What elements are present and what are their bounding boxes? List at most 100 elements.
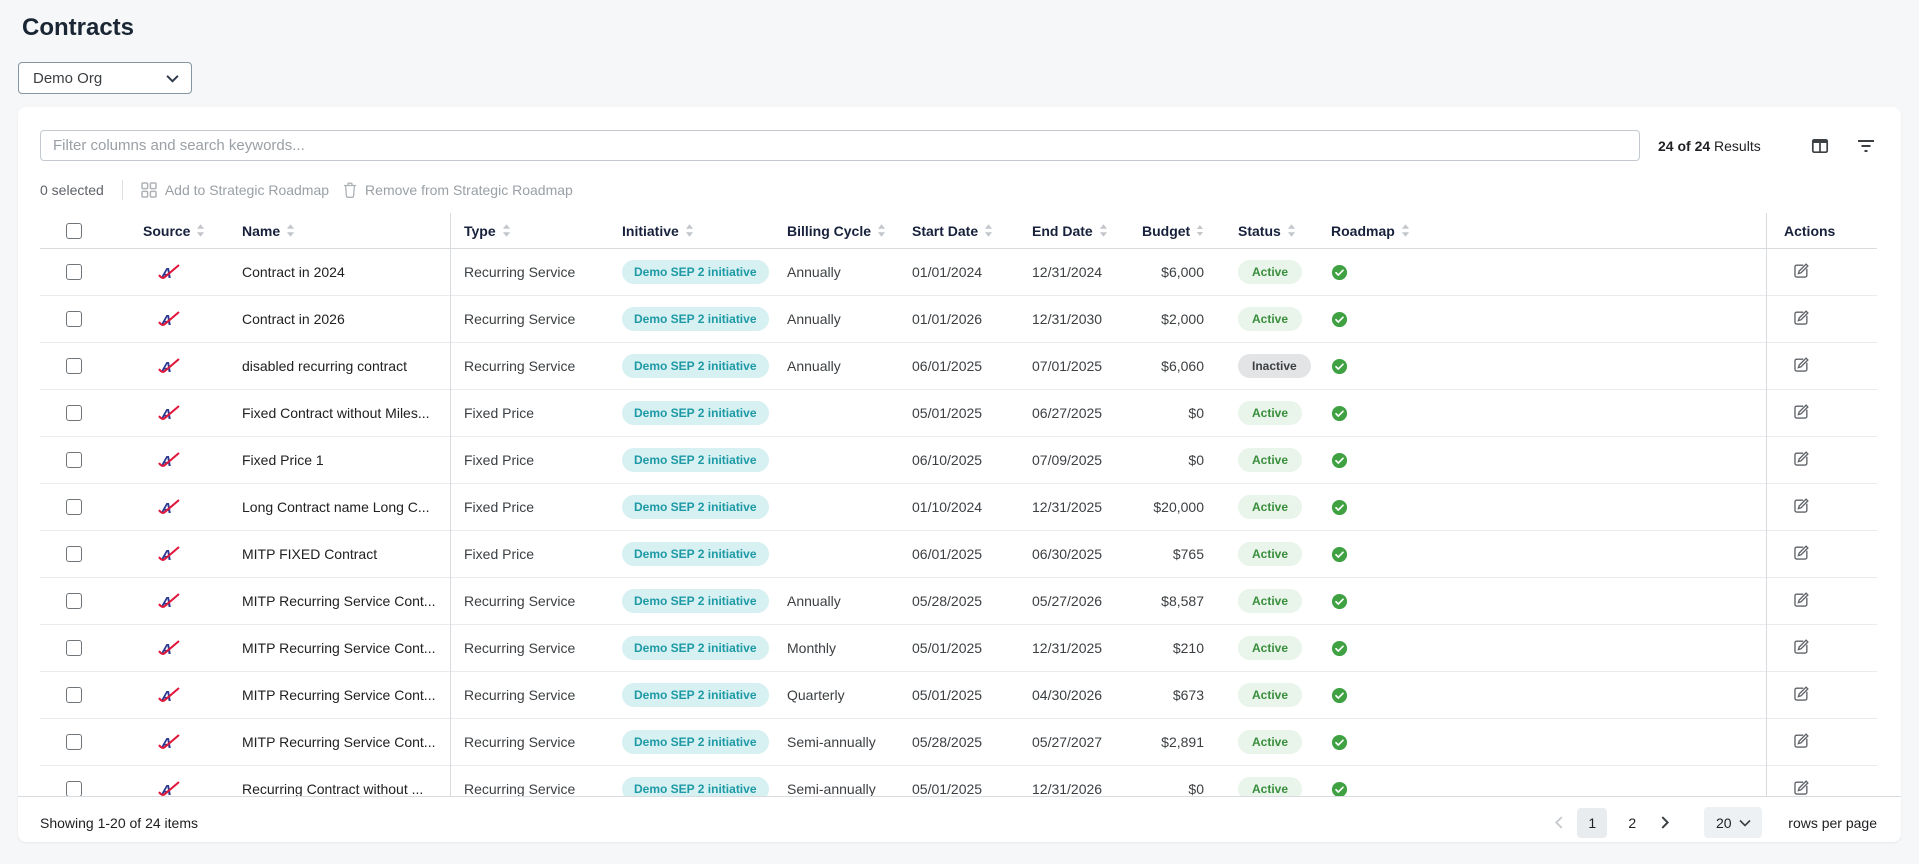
contract-name[interactable]: Recurring Contract without ... [242,781,424,796]
budget: $2,891 [1161,734,1204,750]
contract-name[interactable]: MITP Recurring Service Cont... [242,734,436,750]
status-badge: Active [1238,307,1303,331]
table-row: A Contract in 2024 Recurring Service Dem… [40,249,1877,296]
edit-contract-button[interactable] [1790,495,1812,520]
table-footer: Showing 1-20 of 24 items 1 2 20 rows per… [18,796,1901,842]
rows-per-page-select[interactable]: 20 [1704,807,1763,838]
edit-contract-button[interactable] [1790,730,1812,755]
next-page-button[interactable] [1657,812,1674,833]
columns-icon [1811,138,1829,153]
row-checkbox[interactable] [66,499,82,515]
edit-contract-button[interactable] [1790,777,1812,797]
initiative-badge: Demo SEP 2 initiative [622,260,769,284]
filter-button[interactable] [1855,137,1877,155]
roadmap-check-icon [1331,499,1348,515]
budget: $20,000 [1153,499,1204,515]
row-checkbox[interactable] [66,452,82,468]
end-date: 12/31/2025 [1032,640,1103,656]
page-button-2[interactable]: 2 [1628,814,1637,831]
select-all-checkbox[interactable] [66,222,82,239]
svg-text:A: A [160,547,172,563]
svg-text:A: A [160,782,172,796]
source-logo-icon: A [158,405,180,422]
budget: $0 [1188,452,1204,468]
remove-from-roadmap-button[interactable]: Remove from Strategic Roadmap [343,182,573,198]
start-date: 01/01/2026 [912,311,983,327]
column-header-name[interactable]: Name [228,223,450,239]
column-header-billing-cycle[interactable]: Billing Cycle [773,223,898,239]
contract-name[interactable]: MITP Recurring Service Cont... [242,687,436,703]
contract-name[interactable]: MITP FIXED Contract [242,546,378,562]
row-checkbox[interactable] [66,734,82,750]
budget: $6,060 [1161,358,1204,374]
column-header-source[interactable]: Source [108,223,228,239]
start-date: 05/01/2025 [912,405,983,421]
budget: $765 [1172,546,1204,562]
row-checkbox[interactable] [66,593,82,609]
contract-name[interactable]: Contract in 2024 [242,264,345,280]
edit-contract-button[interactable] [1790,401,1812,426]
roadmap-check-icon [1331,781,1348,796]
contract-name[interactable]: disabled recurring contract [242,358,407,374]
row-checkbox[interactable] [66,311,82,327]
edit-contract-button[interactable] [1790,354,1812,379]
edit-icon [1794,403,1809,419]
source-logo-icon: A [158,593,180,610]
budget: $2,000 [1161,311,1204,327]
table-row: A MITP Recurring Service Cont... Recurri… [40,625,1877,672]
edit-contract-button[interactable] [1790,683,1812,708]
column-header-type[interactable]: Type [450,223,608,239]
initiative-badge: Demo SEP 2 initiative [622,589,769,613]
row-checkbox[interactable] [66,358,82,374]
row-checkbox[interactable] [66,264,82,280]
start-date: 05/28/2025 [912,734,983,750]
search-input[interactable] [40,130,1640,161]
contract-name[interactable]: Contract in 2026 [242,311,345,327]
contract-name[interactable]: Fixed Contract without Miles... [242,405,430,421]
org-selector[interactable]: Demo Org [18,62,192,94]
row-checkbox[interactable] [66,687,82,703]
edit-contract-button[interactable] [1790,307,1812,332]
contract-name[interactable]: Fixed Price 1 [242,452,324,468]
contract-name[interactable]: MITP Recurring Service Cont... [242,640,436,656]
source-cell: A [108,263,228,281]
row-checkbox[interactable] [66,546,82,562]
column-header-start-date[interactable]: Start Date [898,223,1018,239]
previous-page-button[interactable] [1550,812,1567,833]
add-to-roadmap-button[interactable]: Add to Strategic Roadmap [141,182,329,198]
edit-contract-button[interactable] [1790,260,1812,285]
contract-type: Recurring Service [464,311,576,327]
roadmap-check-icon [1331,358,1348,374]
column-header-status[interactable]: Status [1218,223,1323,239]
column-settings-button[interactable] [1809,135,1831,157]
initiative-badge: Demo SEP 2 initiative [622,777,769,796]
pagination: 1 2 20 rows per page [1550,807,1877,838]
edit-contract-button[interactable] [1790,542,1812,567]
column-header-budget[interactable]: Budget [1128,223,1218,239]
contract-name[interactable]: Long Contract name Long C... [242,499,430,515]
row-checkbox[interactable] [66,405,82,421]
start-date: 05/01/2025 [912,640,983,656]
roadmap-check-icon [1331,264,1348,280]
row-checkbox[interactable] [66,640,82,656]
column-header-initiative[interactable]: Initiative [608,223,773,239]
budget: $0 [1188,405,1204,421]
sort-icon [197,224,205,237]
contract-type: Fixed Price [464,546,535,562]
page-button-1[interactable]: 1 [1577,807,1608,838]
end-date: 12/31/2025 [1032,499,1103,515]
contract-name[interactable]: MITP Recurring Service Cont... [242,593,436,609]
edit-contract-button[interactable] [1790,448,1812,473]
edit-icon [1794,262,1809,278]
source-cell: A [108,639,228,657]
row-checkbox[interactable] [66,781,82,796]
edit-contract-button[interactable] [1790,636,1812,661]
sort-icon [502,224,510,237]
status-badge: Active [1238,589,1303,613]
status-badge: Active [1238,448,1303,472]
edit-contract-button[interactable] [1790,589,1812,614]
roadmap-cell [1323,781,1766,796]
roadmap-cell [1323,546,1766,563]
column-header-roadmap[interactable]: Roadmap [1323,223,1766,239]
column-header-end-date[interactable]: End Date [1018,223,1128,239]
